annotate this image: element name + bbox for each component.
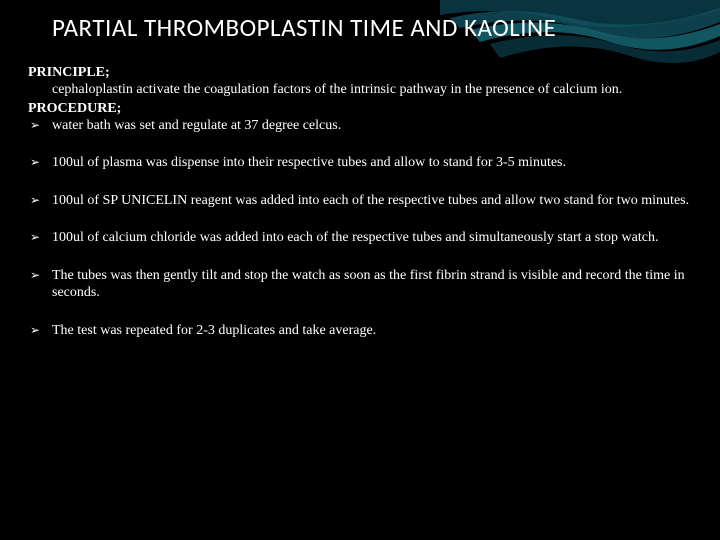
bullet-icon: ➢ — [30, 230, 40, 245]
bullet-icon: ➢ — [30, 193, 40, 208]
item-text: 100ul of SP UNICELIN reagent was added i… — [52, 193, 689, 208]
list-item: ➢ 100ul of SP UNICELIN reagent was added… — [28, 192, 692, 210]
slide-content: PARTIAL THROMBOPLASTIN TIME AND KAOLINE … — [0, 0, 720, 339]
principle-heading: PRINCIPLE; — [28, 65, 692, 81]
list-item: ➢ 100ul of plasma was dispense into thei… — [28, 154, 692, 172]
procedure-heading: PROCEDURE; — [28, 101, 692, 117]
principle-text: cephaloplastin activate the coagulation … — [28, 81, 692, 99]
procedure-list: ➢ water bath was set and regulate at 37 … — [28, 117, 692, 340]
item-text: 100ul of plasma was dispense into their … — [52, 155, 566, 170]
bullet-icon: ➢ — [30, 118, 40, 133]
principle-section: PRINCIPLE; cephaloplastin activate the c… — [28, 65, 692, 99]
slide-title: PARTIAL THROMBOPLASTIN TIME AND KAOLINE — [28, 12, 692, 43]
bullet-icon: ➢ — [30, 323, 40, 338]
item-text: The test was repeated for 2-3 duplicates… — [52, 323, 376, 338]
bullet-icon: ➢ — [30, 155, 40, 170]
list-item: ➢ The test was repeated for 2-3 duplicat… — [28, 322, 692, 340]
list-item: ➢ The tubes was then gently tilt and sto… — [28, 267, 692, 302]
procedure-section: PROCEDURE; ➢ water bath was set and regu… — [28, 101, 692, 340]
list-item: ➢ 100ul of calcium chloride was added in… — [28, 229, 692, 247]
item-text: 100ul of calcium chloride was added into… — [52, 230, 658, 245]
bullet-icon: ➢ — [30, 268, 40, 283]
list-item: ➢ water bath was set and regulate at 37 … — [28, 117, 692, 135]
item-text: The tubes was then gently tilt and stop … — [52, 268, 685, 301]
item-text: water bath was set and regulate at 37 de… — [52, 118, 341, 133]
